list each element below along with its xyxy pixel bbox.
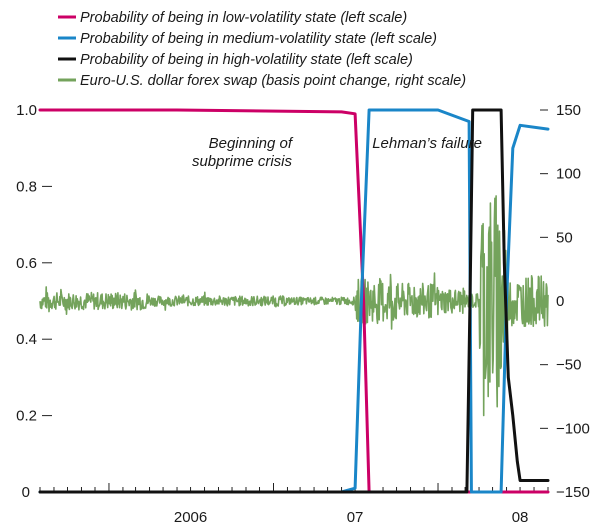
legend-label-2: Probability of being in medium-volatilit… — [80, 31, 437, 47]
y-right-tick-label: −150 — [556, 484, 590, 501]
legend-label-1: Probability of being in low-volatility s… — [80, 10, 407, 26]
series-layer — [38, 108, 550, 494]
y-right-tick-label: 50 — [556, 229, 573, 246]
y-right-tick-label: −50 — [556, 357, 581, 374]
x-tick-label: 2006 — [174, 509, 207, 526]
legend-label-3: Probability of being in high-volatility … — [80, 52, 413, 68]
series-line-high-volatility — [38, 108, 550, 494]
series-line-medium-volatility — [38, 108, 550, 494]
y-left-tick-label: 0.6 — [16, 255, 37, 272]
annotation-lehman-failure: Lehman’s failure — [372, 135, 482, 152]
series-line-euro-usd-forex-swap — [39, 195, 549, 417]
y-left-tick-label: 1.0 — [16, 102, 37, 119]
y-right-tick-label: 100 — [556, 166, 581, 183]
x-tick-label: 07 — [347, 509, 364, 526]
y-left-tick-label: 0.4 — [16, 331, 37, 348]
y-right-tick-label: −100 — [556, 420, 590, 437]
y-left-tick-label: 0.8 — [16, 178, 37, 195]
y-left-tick-label: 0.2 — [16, 408, 37, 425]
y-left-tick-label: 0 — [22, 484, 30, 501]
y-right-tick-label: 0 — [556, 293, 564, 310]
annotation-subprime-crisis: subprime crisis — [192, 153, 293, 170]
annotation-subprime-crisis: Beginning of — [209, 135, 294, 152]
legend: Probability of being in low-volatility s… — [58, 10, 466, 89]
y-right-tick-label: 150 — [556, 102, 581, 119]
x-tick-label: 08 — [512, 509, 529, 526]
legend-label-4: Euro-U.S. dollar forex swap (basis point… — [80, 73, 466, 89]
